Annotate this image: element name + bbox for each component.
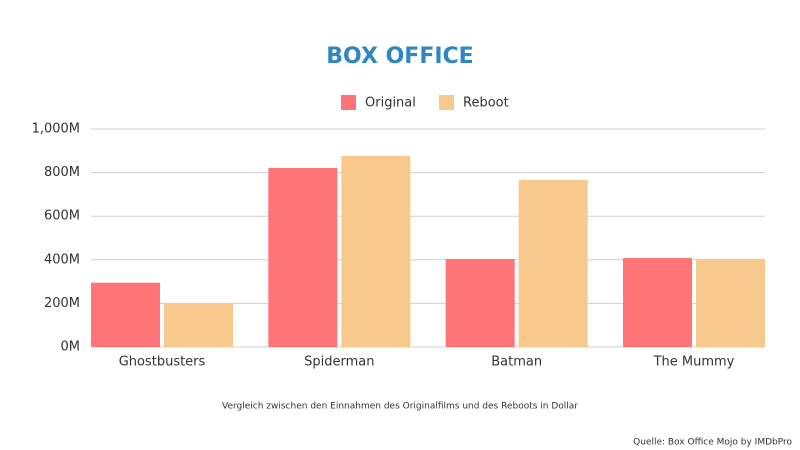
chart-title: BOX OFFICE — [326, 44, 473, 69]
y-tick-label: 400M — [44, 252, 80, 267]
x-tick-label: Spiderman — [304, 355, 374, 370]
chart-subtitle: Vergleich zwischen den Einnahmen des Ori… — [222, 402, 578, 412]
bar — [341, 156, 411, 347]
bar — [268, 168, 338, 347]
bar — [91, 282, 160, 347]
x-tick-label: Ghostbusters — [119, 355, 206, 370]
legend-label: Reboot — [463, 96, 509, 111]
y-tick-label: 600M — [44, 209, 80, 224]
legend-swatch — [341, 95, 356, 110]
bar — [696, 258, 765, 347]
y-tick-label: 200M — [44, 296, 80, 311]
source-note: Quelle: Box Office Mojo by IMDbPro — [633, 438, 792, 448]
y-tick-label: 800M — [44, 165, 80, 180]
legend-swatch — [439, 95, 454, 110]
y-tick-label: 1,000M — [32, 122, 80, 137]
bar — [518, 180, 588, 347]
bar — [164, 303, 233, 347]
x-tick-label: Batman — [491, 355, 542, 370]
x-tick-label: The Mummy — [653, 355, 735, 370]
bar — [445, 258, 515, 347]
legend-label: Original — [365, 96, 416, 111]
y-tick-label: 0M — [61, 340, 81, 355]
bar — [623, 258, 692, 347]
